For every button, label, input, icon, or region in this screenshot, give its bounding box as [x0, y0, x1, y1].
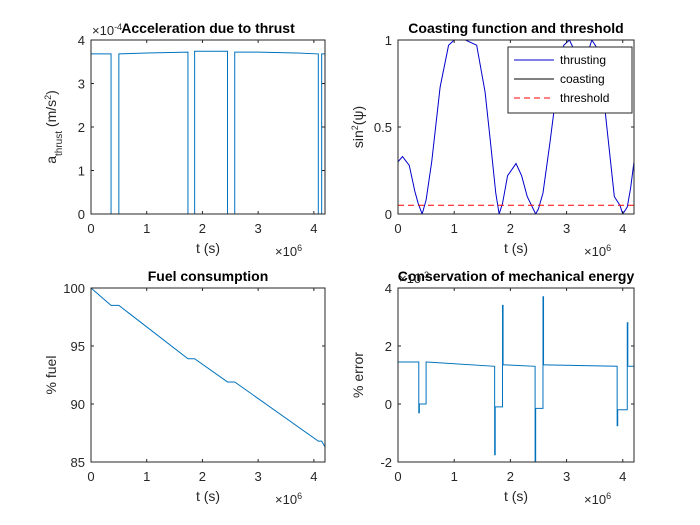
subplot-1: 0 1 2 3 4 0 1 2 3 4 Acceleration due to thrust t (s…	[43, 20, 326, 259]
x-exponent-label: ×106	[584, 243, 611, 259]
y-tick-label: -2	[380, 455, 392, 470]
plot-area	[397, 287, 635, 463]
y-exponent-label-base: ×10	[92, 23, 114, 38]
chart-title: Acceleration due to thrust	[121, 20, 295, 36]
x-tick-label: 3	[255, 469, 262, 484]
y-tick-label: 100	[63, 281, 85, 296]
chart-title: Conservation of mechanical energy	[398, 268, 635, 284]
x-exponent-label: ×106	[275, 491, 302, 507]
x-tick-label: 0	[87, 221, 94, 236]
x-exponent-label-sup: 6	[606, 243, 611, 253]
x-exponent-label: ×106	[275, 243, 302, 259]
x-axis-label: t (s)	[504, 240, 528, 256]
subplot-3: 0 1 2 3 4 85 90 95 100 Fuel consumption t (s) ×106%…	[43, 268, 326, 507]
y-axis-label-end: (ψ)	[350, 106, 366, 125]
chart-title: Coasting function and threshold	[408, 20, 623, 36]
axes-frame	[90, 39, 326, 215]
x-exponent-label: ×106	[584, 491, 611, 507]
y-axis-label-rest: (m/s	[43, 100, 59, 131]
x-tick-label: 2	[507, 469, 514, 484]
x-exponent-label-sup: 6	[297, 243, 302, 253]
y-tick-label: 90	[71, 397, 85, 412]
legend: thrusting coasting threshold	[507, 46, 633, 114]
legend-box	[507, 46, 633, 114]
legend-label-thrusting: thrusting	[560, 53, 606, 67]
x-exponent-label-base: ×10	[584, 244, 606, 259]
x-axis-label: t (s)	[504, 488, 528, 504]
y-tick-label: 4	[385, 281, 392, 296]
axes-frame	[397, 39, 635, 215]
x-exponent-label-sup: 6	[297, 491, 302, 501]
x-tick-label: 0	[394, 221, 401, 236]
y-tick-label: 0	[78, 207, 85, 222]
x-tick-label: 3	[563, 469, 570, 484]
series-line	[398, 296, 634, 462]
x-tick-label: 4	[310, 221, 317, 236]
y-exponent-label: ×10-4	[92, 22, 122, 38]
y-exponent-label-sup: -4	[114, 22, 122, 32]
y-axis-label-sup: 2	[43, 95, 53, 100]
y-exponent-label: ×10-3	[399, 270, 429, 286]
x-tick-label: 0	[87, 469, 94, 484]
x-tick-label: 1	[143, 221, 150, 236]
legend-label-coasting: coasting	[560, 72, 605, 86]
x-axis-label: t (s)	[196, 488, 220, 504]
x-tick-label: 4	[619, 469, 626, 484]
x-tick-label: 0	[394, 469, 401, 484]
y-tick-label: 85	[71, 455, 85, 470]
x-tick-label: 3	[563, 221, 570, 236]
y-axis-label-sup: 2	[350, 125, 360, 130]
chart-title: Fuel consumption	[148, 268, 269, 284]
y-tick-label: 4	[78, 33, 85, 48]
x-tick-label: 4	[310, 469, 317, 484]
y-axis-label-sub: thrust	[54, 131, 65, 156]
x-tick-label: 4	[619, 221, 626, 236]
y-tick-label: 0	[385, 397, 392, 412]
x-tick-label: 1	[451, 221, 458, 236]
y-axis-label: % error	[350, 352, 366, 398]
y-axis-label: % fuel	[43, 356, 59, 395]
y-tick-label: 0.5	[374, 120, 392, 135]
x-tick-label: 2	[507, 221, 514, 236]
y-axis-label-base: sin	[350, 130, 366, 148]
plot-area	[90, 287, 326, 463]
x-exponent-label-base: ×10	[275, 492, 297, 507]
x-exponent-label-sup: 6	[606, 491, 611, 501]
y-axis-label-base: a	[43, 156, 59, 164]
x-tick-label: 1	[451, 469, 458, 484]
y-tick-label: 1	[385, 33, 392, 48]
y-tick-label: 0	[385, 207, 392, 222]
plot-area	[90, 39, 326, 215]
x-tick-label: 3	[255, 221, 262, 236]
y-tick-label: 2	[78, 120, 85, 135]
x-tick-label: 2	[199, 469, 206, 484]
y-tick-label: 2	[385, 339, 392, 354]
x-exponent-label-base: ×10	[584, 492, 606, 507]
axes-frame	[397, 287, 635, 463]
y-tick-label: 95	[71, 339, 85, 354]
series-line	[91, 50, 325, 214]
axes-frame	[90, 287, 326, 463]
x-tick-label: 1	[143, 469, 150, 484]
y-axis-label: sin2(ψ)	[350, 106, 366, 148]
y-exponent-label-sup: -3	[421, 270, 429, 280]
y-tick-label: 1	[78, 164, 85, 179]
x-tick-label: 2	[199, 221, 206, 236]
x-axis-label: t (s)	[196, 240, 220, 256]
legend-label-threshold: threshold	[560, 91, 609, 105]
y-axis-label: athrust (m/s2)	[43, 90, 65, 164]
y-tick-label: 3	[78, 77, 85, 92]
y-exponent-label-base: ×10	[399, 271, 421, 286]
y-axis-label-end: )	[43, 90, 59, 95]
series-line	[91, 288, 325, 448]
subplot-2: 0 1 2 3 4 0 0.5 1 Coasting function and threshol…	[350, 20, 635, 259]
x-exponent-label-base: ×10	[275, 244, 297, 259]
